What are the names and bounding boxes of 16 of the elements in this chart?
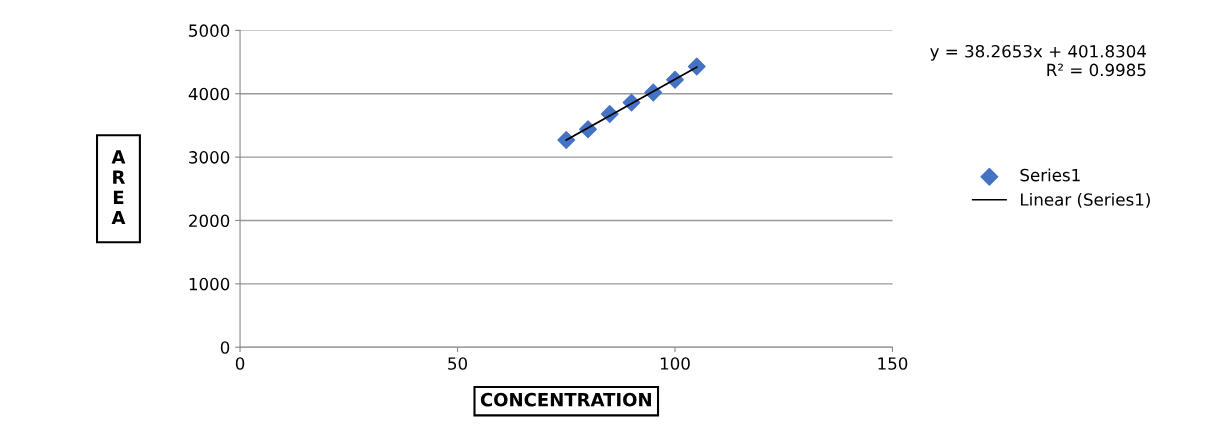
x-tick-label: 100 [660,357,690,370]
x-tick-label: 0 [235,357,245,370]
x-axis-title: CONCENTRATION [480,392,651,407]
y-tick-label: 1000 [189,277,230,291]
text: y = 38.2653x + 401.8304 R² = 0.9985 [930,44,1146,77]
y-tick-label: 4000 [188,87,230,101]
y-tick-label: 2000 [189,214,230,228]
point [687,57,706,76]
y-axis-title: AREA [111,150,126,225]
y-tick-label: 0 [220,341,230,354]
y-tick-label: 3000 [189,151,230,164]
x-tick-label: 150 [878,357,908,370]
y-tick-label: 5000 [189,24,230,37]
legend-label: Series1 [1020,168,1080,182]
legend-label: Linear (Series1) [1021,192,1150,208]
x-tick-label: 50 [448,357,468,370]
